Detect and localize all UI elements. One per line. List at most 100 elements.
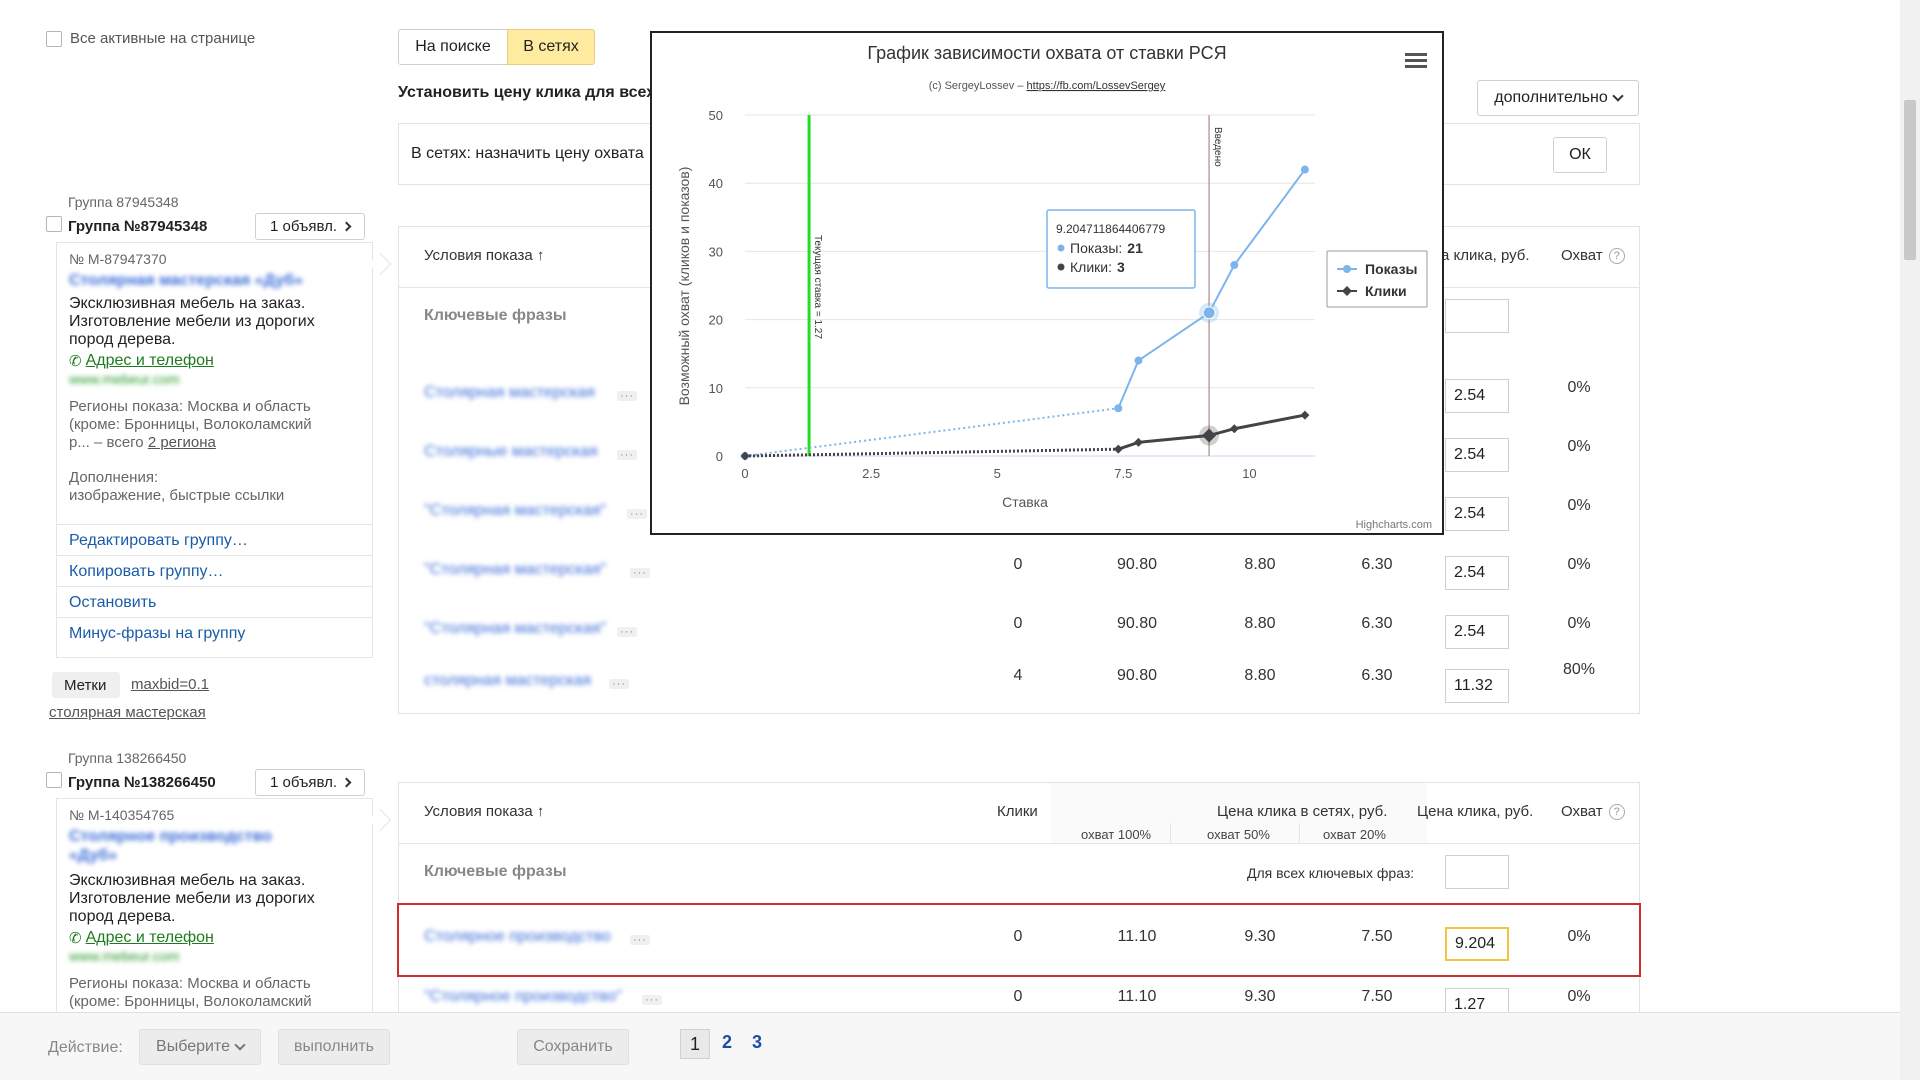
group1-address-link[interactable]: Адрес и телефон <box>85 352 214 369</box>
table1-row1-phrase[interactable]: Столярная мастерская <box>424 384 595 401</box>
group1-edit-link[interactable]: Редактировать группу… <box>57 524 372 555</box>
chevron-down-icon <box>1612 90 1624 102</box>
series-point[interactable] <box>1300 165 1309 174</box>
group1-ad-title[interactable]: Столярная мастерская «Дуб» <box>69 272 303 289</box>
more-icon[interactable]: ··· <box>642 995 662 1006</box>
series-point[interactable] <box>1114 404 1123 413</box>
table1-row5-phrase[interactable]: "Столярная мастерская" <box>424 620 607 637</box>
table1-row3-reach: 0% <box>1567 497 1591 514</box>
group1-small-label: Группа 87945348 <box>68 194 179 210</box>
chevron-right-icon <box>341 777 352 788</box>
table1-row6-c50: 8.80 <box>1244 667 1276 684</box>
table-row: Столярная мастерская ··· 2.54 0% <box>399 379 1639 438</box>
all-active-checkbox[interactable] <box>46 31 62 47</box>
series-point[interactable] <box>1202 428 1217 443</box>
ok-button[interactable]: ОК <box>1553 137 1607 173</box>
table1-row4-c20: 6.30 <box>1361 556 1393 573</box>
group1-stop-link[interactable]: Остановить <box>57 586 372 617</box>
table1-col-reach-label: Охват <box>1561 247 1603 264</box>
page-3[interactable]: 3 <box>752 1032 763 1052</box>
more-icon[interactable]: ··· <box>609 679 629 690</box>
table1-row6-price-input[interactable]: 11.32 <box>1445 669 1509 703</box>
save-button[interactable]: Сохранить <box>517 1029 629 1065</box>
table2-row1-price-input[interactable]: 9.204 <box>1445 927 1509 961</box>
table1-col-reach: Охват ? <box>1561 247 1625 264</box>
group2-ad-title-2[interactable]: «Дуб» <box>69 847 118 864</box>
group1-tags-badge[interactable]: Метки <box>52 672 121 698</box>
chart-credits[interactable]: Highcharts.com <box>1356 519 1432 531</box>
chart-subtitle-link[interactable]: https://fb.com/LossevSergey <box>1027 80 1166 92</box>
legend-item-shows[interactable]: Показы <box>1365 261 1418 277</box>
extra-dropdown[interactable]: дополнительно <box>1477 80 1639 116</box>
table1-all-price-input[interactable] <box>1445 299 1509 333</box>
page-1[interactable]: 1 <box>680 1029 710 1059</box>
table1-row2-price-input[interactable]: 2.54 <box>1445 438 1509 472</box>
table1-row4-clicks: 0 <box>1013 556 1023 573</box>
chart-menu-icon[interactable] <box>1405 53 1427 68</box>
x-tick-label: 10 <box>1242 466 1256 481</box>
group1-minus-phrases-link[interactable]: Минус-фразы на группу <box>57 617 372 648</box>
group2-ads-button[interactable]: 1 объявл. <box>255 769 365 796</box>
execute-button[interactable]: выполнить <box>278 1029 390 1065</box>
table1-row6-phrase[interactable]: столярная мастерская <box>424 672 592 689</box>
table2-col-conditions[interactable]: Условия показа ↑ <box>424 803 544 820</box>
group1-checkbox[interactable] <box>46 216 62 232</box>
series-point[interactable] <box>1133 437 1143 447</box>
series-point[interactable] <box>1113 444 1123 454</box>
table1-row3-phrase[interactable]: "Столярная мастерская" <box>424 502 607 519</box>
action-select[interactable]: Выберите <box>139 1029 261 1065</box>
more-icon[interactable]: ··· <box>617 627 637 638</box>
series-point[interactable] <box>1230 261 1239 270</box>
more-icon[interactable]: ··· <box>617 450 637 461</box>
table1-row6-c100: 90.80 <box>1116 667 1158 684</box>
series-point[interactable] <box>1202 306 1216 320</box>
page-2[interactable]: 2 <box>722 1032 733 1052</box>
group1-copy-link[interactable]: Копировать группу… <box>57 555 372 586</box>
group2-ad-text-2: Изготовление мебели из дорогих <box>69 890 315 907</box>
group1-tag-workshop[interactable]: столярная мастерская <box>49 704 206 721</box>
scrollbar-thumb[interactable] <box>1904 100 1916 260</box>
table1-row5-price-input[interactable]: 2.54 <box>1445 615 1509 649</box>
x-tick-label: 0 <box>741 466 748 481</box>
tab-search[interactable]: На поиске <box>398 29 508 65</box>
group1-regions-link[interactable]: 2 региона <box>147 434 216 451</box>
table1-row3-price-input[interactable]: 2.54 <box>1445 497 1509 531</box>
table1-row2-phrase[interactable]: Столярные мастерская <box>424 443 598 460</box>
help-icon[interactable]: ? <box>1608 247 1625 264</box>
legend-item-clicks[interactable]: Клики <box>1365 283 1407 299</box>
table-row: Столярное производство ··· 0 11.10 9.30 … <box>397 903 1641 977</box>
tab-networks[interactable]: В сетях <box>507 29 595 65</box>
table1-row1-price-input[interactable]: 2.54 <box>1445 379 1509 413</box>
tooltip-series-2-name: Клики: <box>1070 259 1112 275</box>
series-point[interactable] <box>1229 424 1239 434</box>
group1-tag-maxbid[interactable]: maxbid=0.1 <box>131 676 209 693</box>
table1-row4-price-input[interactable]: 2.54 <box>1445 556 1509 590</box>
series-point[interactable] <box>740 451 750 461</box>
more-icon[interactable]: ··· <box>627 509 647 520</box>
group1-address[interactable]: ✆ Адрес и телефон <box>69 352 214 370</box>
group2-address[interactable]: ✆ Адрес и телефон <box>69 929 214 947</box>
help-icon[interactable]: ? <box>1608 803 1625 820</box>
more-icon[interactable]: ··· <box>617 391 637 402</box>
group2-checkbox[interactable] <box>46 772 62 788</box>
group1-url: www.mebeur.com <box>69 371 180 387</box>
table2-row2-phrase[interactable]: "Столярное производство" <box>424 988 623 1005</box>
tooltip-x-label: 9.204711864406779 <box>1056 222 1166 236</box>
more-icon[interactable]: ··· <box>630 935 650 946</box>
table1-row4-phrase[interactable]: "Столярная мастерская" <box>424 561 607 578</box>
table1-row4-reach: 0% <box>1567 556 1591 573</box>
group1-ads-button[interactable]: 1 объявл. <box>255 213 365 240</box>
more-icon[interactable]: ··· <box>630 568 650 579</box>
series-point[interactable] <box>1134 356 1143 365</box>
group1-ad-text-3: пород дерева. <box>69 331 176 348</box>
table2-all-price-input[interactable] <box>1445 855 1509 889</box>
table2-row1-phrase[interactable]: Столярное производство <box>424 928 611 945</box>
scrollbar[interactable] <box>1900 0 1920 1080</box>
table1-col-conditions[interactable]: Условия показа ↑ <box>424 247 544 264</box>
group2-ad-title-1[interactable]: Столярное производство <box>69 828 272 845</box>
extra-dropdown-label: дополнительно <box>1494 89 1608 106</box>
group2-ad-text-1: Эксклюзивная мебель на заказ. <box>69 872 306 889</box>
series-point[interactable] <box>1300 410 1310 420</box>
group2-address-link[interactable]: Адрес и телефон <box>85 929 214 946</box>
group1-extras-value: изображение, быстрые ссылки <box>69 487 285 504</box>
